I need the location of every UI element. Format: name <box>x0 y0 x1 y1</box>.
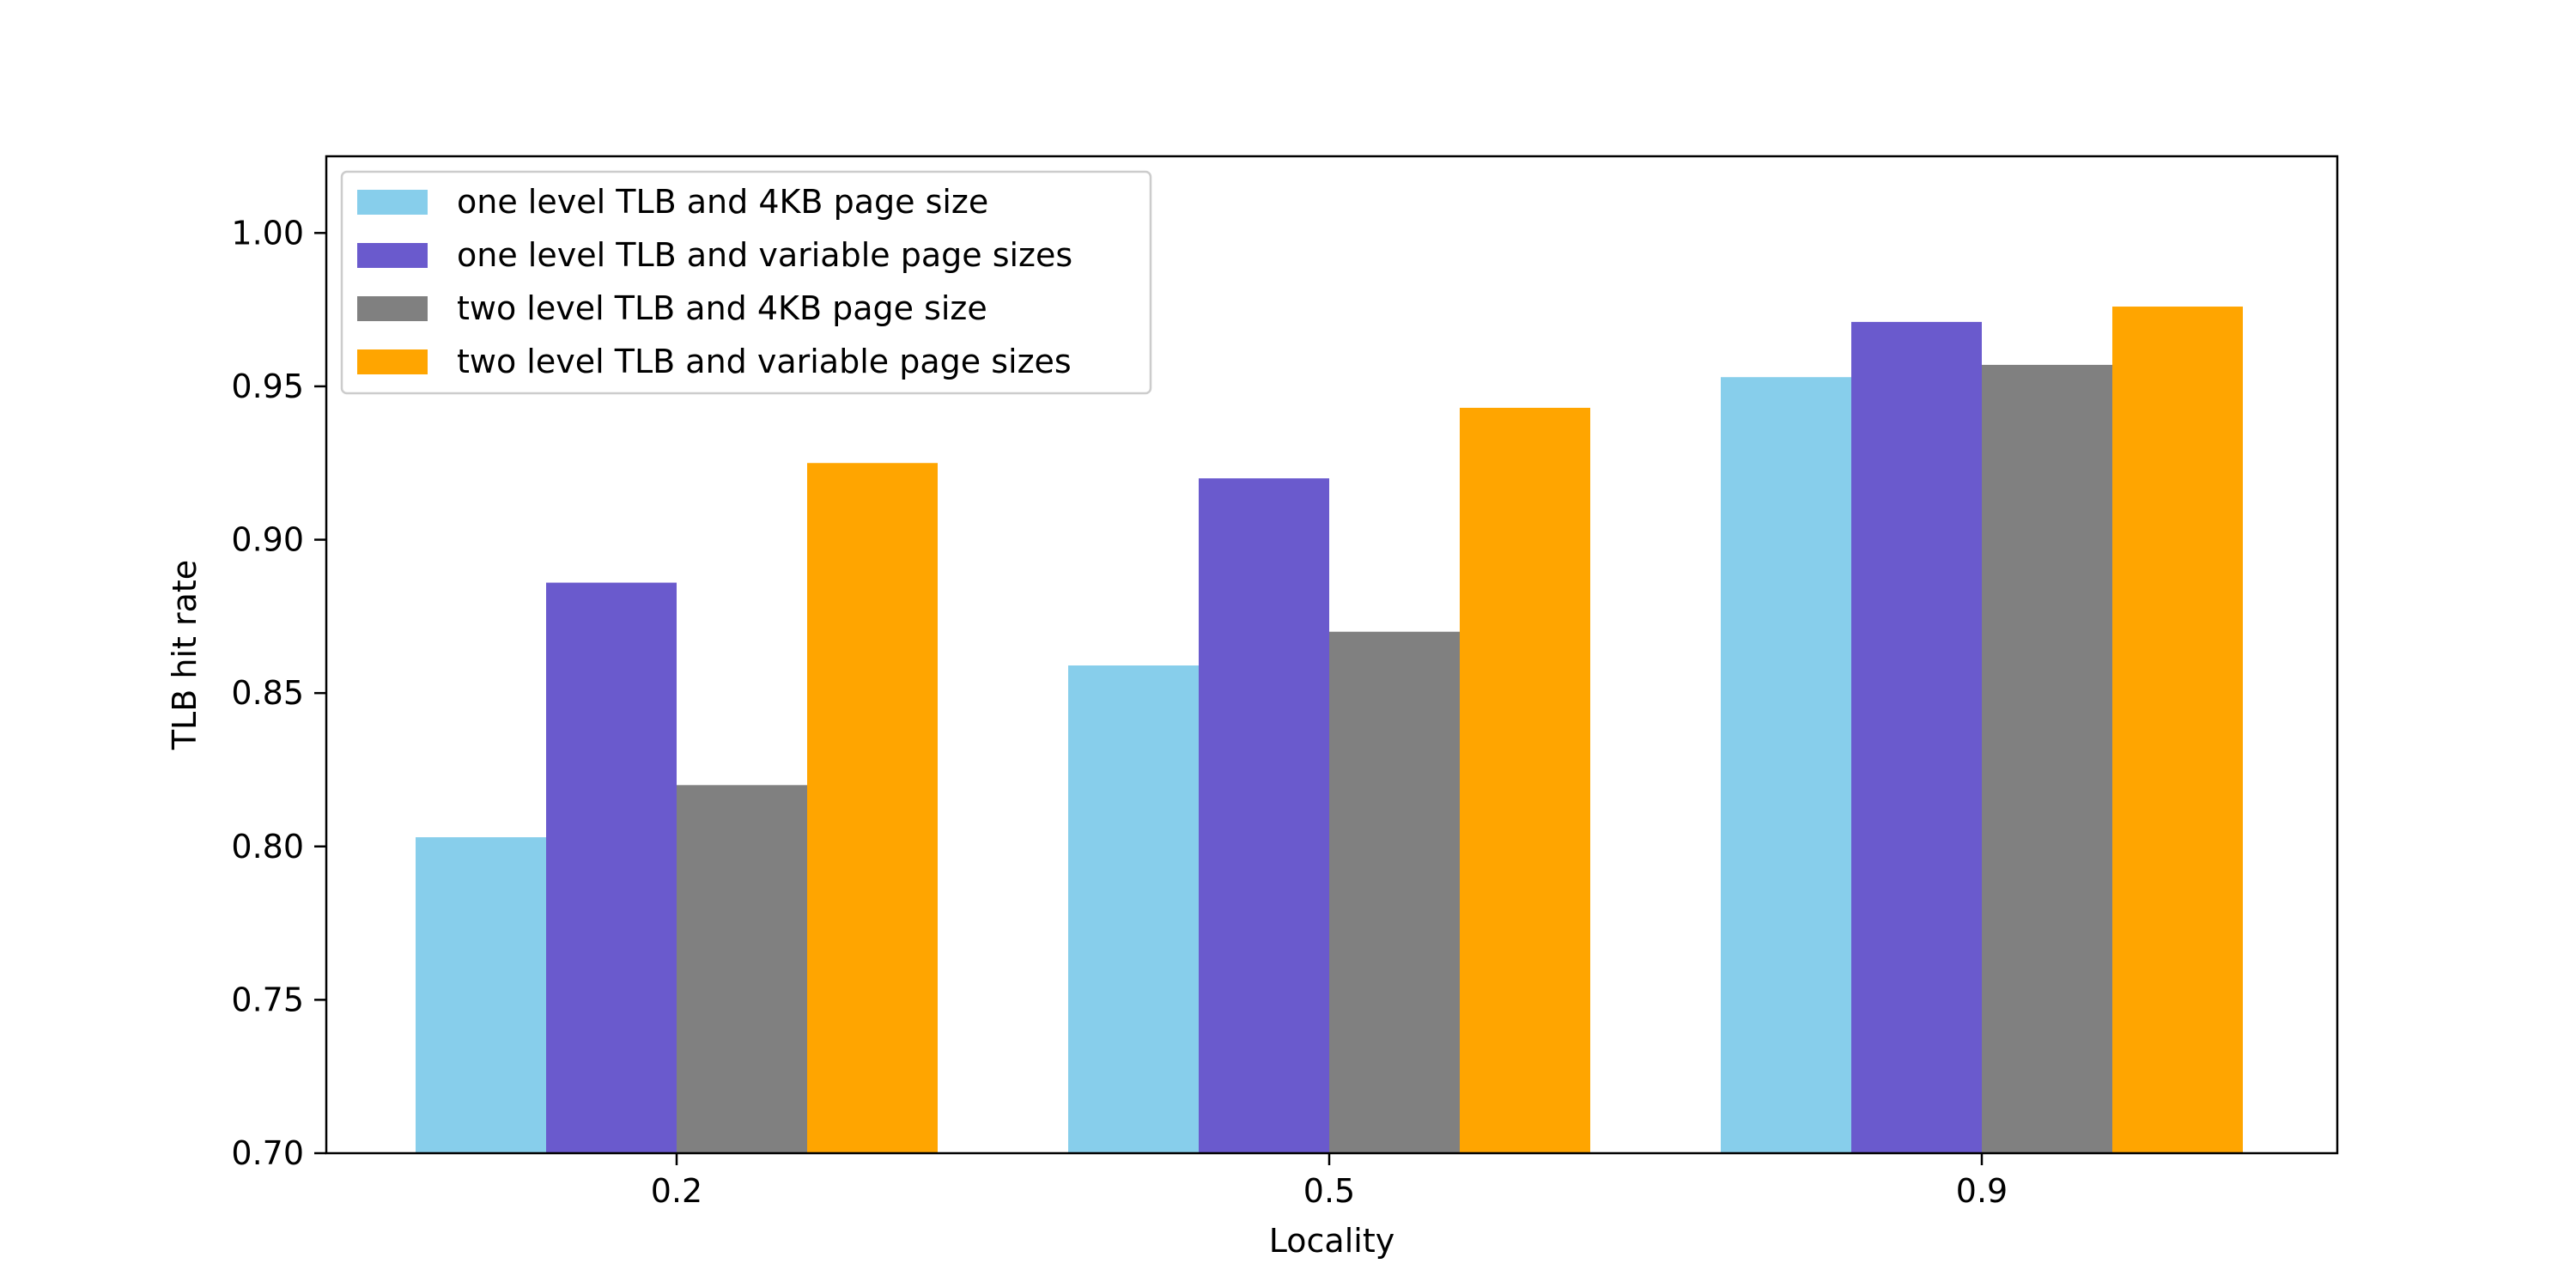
y-tick-label: 0.75 <box>231 981 304 1018</box>
bar-3-0.9 <box>1982 364 2112 1153</box>
bar-1-0.5 <box>1068 665 1199 1153</box>
x-tick-label: 0.2 <box>651 1172 702 1210</box>
y-tick-label: 0.80 <box>231 828 304 866</box>
y-axis-label: TLB hit rate <box>166 560 204 750</box>
bar-1-0.9 <box>1721 377 1851 1153</box>
legend-swatch <box>357 243 428 268</box>
bars-group <box>416 307 2243 1154</box>
bar-4-0.5 <box>1460 407 1590 1154</box>
legend-label: two level TLB and 4KB page size <box>457 289 987 327</box>
legend-label: one level TLB and variable page sizes <box>457 236 1072 274</box>
x-axis-label: Locality <box>1269 1222 1394 1260</box>
y-tick-label: 1.00 <box>231 214 304 252</box>
legend-label: one level TLB and 4KB page size <box>457 183 988 221</box>
bar-2-0.9 <box>1851 321 1982 1153</box>
bar-1-0.2 <box>416 837 546 1153</box>
y-tick-label: 0.85 <box>231 674 304 712</box>
legend-swatch <box>357 296 428 321</box>
bar-4-0.2 <box>807 463 938 1153</box>
bar-3-0.5 <box>1329 631 1460 1153</box>
x-axis: 0.2 0.5 0.9 <box>651 1153 2008 1210</box>
y-tick-label: 0.70 <box>231 1134 304 1172</box>
legend-label: two level TLB and variable page sizes <box>457 343 1072 380</box>
x-tick-label: 0.5 <box>1303 1172 1355 1210</box>
bar-2-0.5 <box>1199 478 1329 1153</box>
y-tick-label: 0.90 <box>231 521 304 559</box>
legend-box <box>340 170 1152 395</box>
legend-swatch <box>357 190 428 215</box>
bar-3-0.2 <box>677 785 807 1153</box>
y-axis: 0.70 0.75 0.80 0.85 0.90 0.95 1.00 <box>231 214 326 1172</box>
plot-frame <box>325 155 2339 1155</box>
x-tick-label: 0.9 <box>1956 1172 2008 1210</box>
y-tick-label: 0.95 <box>231 368 304 405</box>
bar-2-0.2 <box>546 582 677 1153</box>
bar-4-0.9 <box>2112 307 2243 1153</box>
legend: one level TLB and 4KB page size one level… <box>340 170 1152 395</box>
legend-swatch <box>357 349 428 374</box>
